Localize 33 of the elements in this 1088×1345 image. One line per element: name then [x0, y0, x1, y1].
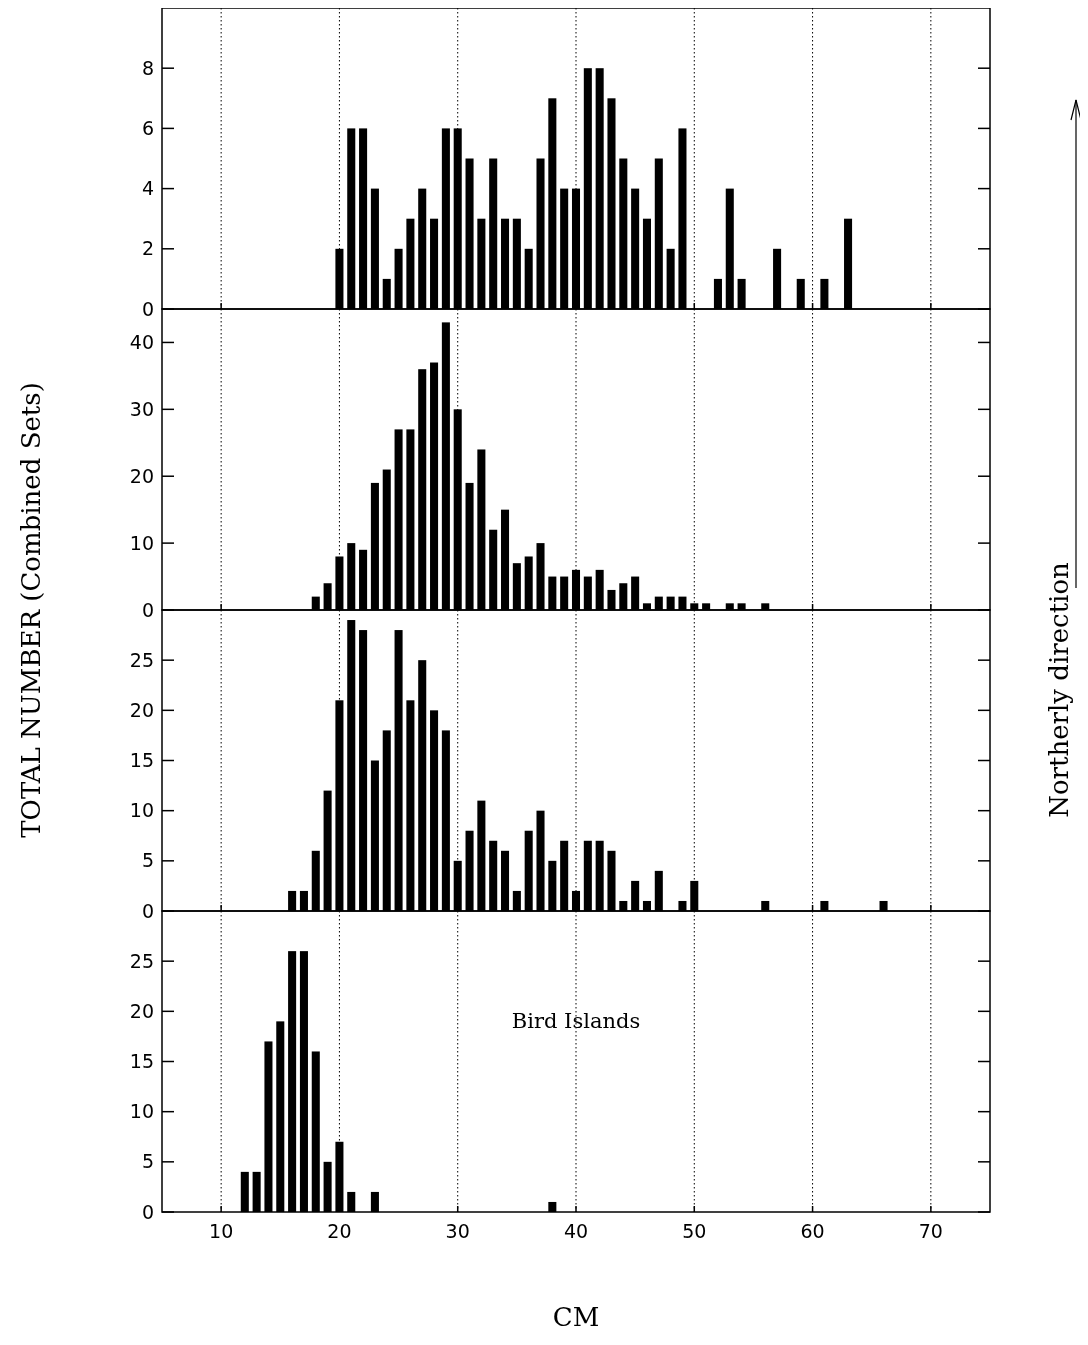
- text: Northerly direction: [1044, 561, 1074, 818]
- y-tick-label: 6: [141, 117, 154, 140]
- x-tick-label: 70: [918, 1220, 943, 1242]
- y-tick-label: 5: [141, 1150, 154, 1173]
- y-tick-label: 40: [129, 331, 154, 354]
- x-tick-label: 50: [682, 1220, 707, 1242]
- y-tick-label: 30: [129, 397, 154, 420]
- y-axis-title: TOTAL NUMBER (Combined Sets): [16, 382, 46, 838]
- y-tick-label: 5: [141, 849, 154, 872]
- x-tick-label: 60: [800, 1220, 825, 1242]
- y-tick-label: 10: [129, 531, 154, 554]
- annotation: Bird Islands: [511, 1009, 641, 1034]
- y-tick-label: 10: [129, 799, 154, 822]
- y-tick-label: 0: [141, 598, 154, 621]
- y-tick-label: 0: [141, 297, 154, 320]
- x-tick-label: 30: [445, 1220, 470, 1242]
- y-tick-label: 0: [141, 899, 154, 922]
- y-tick-label: 20: [129, 698, 154, 721]
- y-tick-label: 15: [129, 1050, 154, 1073]
- x-axis-title: CM: [552, 1302, 600, 1332]
- y-tick-label: 2: [141, 237, 154, 260]
- y-tick-label: 15: [129, 749, 154, 772]
- x-tick-label: 10: [209, 1220, 234, 1242]
- y-tick-label: 25: [129, 949, 154, 972]
- y-tick-label: 8: [141, 56, 154, 79]
- y-tick-label: 10: [129, 1100, 154, 1123]
- x-tick-label: 20: [327, 1220, 352, 1242]
- y-tick-label: 25: [129, 648, 154, 671]
- y-tick-label: 20: [129, 999, 154, 1022]
- y-tick-label: 4: [141, 177, 154, 200]
- x-tick-label: 40: [563, 1220, 589, 1242]
- y-tick-label: 0: [141, 1200, 154, 1223]
- y-tick-label: 20: [129, 464, 154, 487]
